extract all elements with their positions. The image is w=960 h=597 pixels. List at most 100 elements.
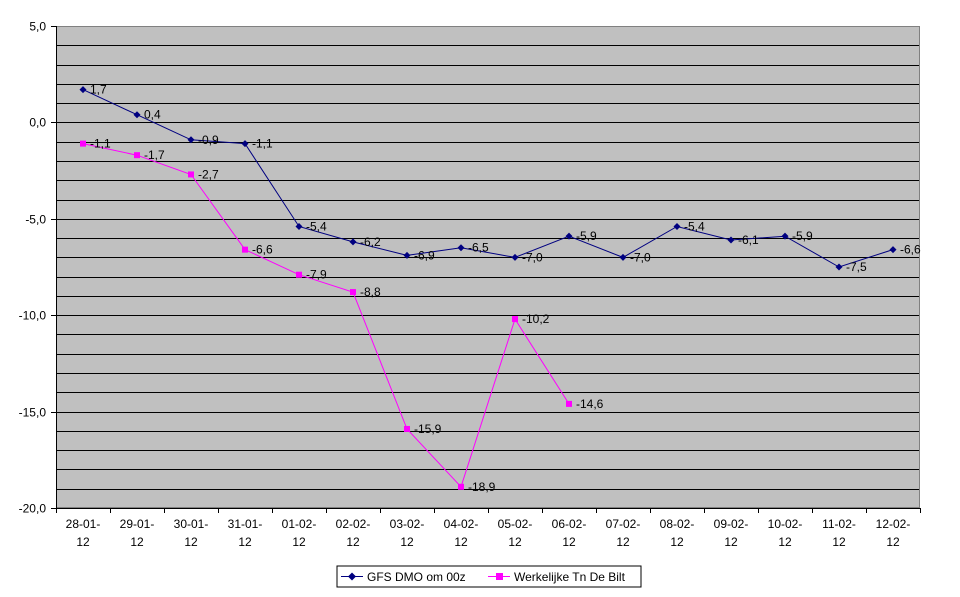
x-axis: 28-01- 12 29-01- 12 30-01- 12 31-01- 12 01-02- 12… <box>56 508 921 549</box>
x-tick-label-year: 12 <box>724 535 738 549</box>
x-tick-label-year: 12 <box>346 535 360 549</box>
data-label: -5,9 <box>792 229 813 243</box>
plot-area <box>56 26 920 509</box>
data-label: -7,0 <box>522 250 543 264</box>
data-point <box>403 251 411 259</box>
data-point <box>188 171 194 178</box>
x-tick-label-year: 12 <box>238 535 252 549</box>
data-label: -1,1 <box>252 137 273 151</box>
data-label: -15,9 <box>414 422 442 436</box>
y-tick-label: 0,0 <box>29 116 46 130</box>
x-tick-label: 31-01- <box>228 517 263 531</box>
data-point <box>565 232 573 240</box>
x-tick-label: 03-02- <box>390 517 425 531</box>
data-label: -8,8 <box>360 285 381 299</box>
x-tick-label-year: 12 <box>454 535 468 549</box>
data-label: -5,4 <box>684 220 705 234</box>
x-tick-label: 28-01- <box>66 517 101 531</box>
data-label: -7,9 <box>306 268 327 282</box>
data-label: -5,4 <box>306 220 327 234</box>
x-tick-label-year: 12 <box>400 535 414 549</box>
x-tick-label: 02-02- <box>336 517 371 531</box>
data-point <box>619 253 627 261</box>
data-point <box>727 236 735 244</box>
x-tick-label-year: 12 <box>184 535 198 549</box>
data-label: -7,5 <box>846 260 867 274</box>
data-point <box>889 246 897 254</box>
series-line <box>82 89 894 268</box>
x-tick-label: 04-02- <box>444 517 479 531</box>
series-gfs-dmo: 1,7 0,4 -0,9 -1,1 -5,4 -6,2 -6,9 -6,5 -7,0 -5,9 -7… <box>79 83 921 274</box>
data-label: -6,6 <box>252 243 273 257</box>
x-tick-label-year: 12 <box>778 535 792 549</box>
data-point <box>241 140 249 148</box>
y-tick-label: -20,0 <box>19 502 47 516</box>
x-tick-label: 06-02- <box>552 517 587 531</box>
y-tick-label: -15,0 <box>19 406 47 420</box>
x-tick-label-year: 12 <box>616 535 630 549</box>
data-label: -6,9 <box>414 248 435 262</box>
data-label: 1,7 <box>90 83 107 97</box>
series-line <box>82 143 570 488</box>
x-tick-label: 09-02- <box>714 517 749 531</box>
data-label: -2,7 <box>198 167 219 181</box>
data-label: -10,2 <box>522 312 550 326</box>
data-point <box>80 140 86 147</box>
legend-marker-werkelijke <box>496 573 503 580</box>
data-label: -1,7 <box>144 148 165 162</box>
data-label: -5,9 <box>576 229 597 243</box>
data-point <box>133 111 141 119</box>
data-label: -6,1 <box>738 233 759 247</box>
legend-label-gfs: GFS DMO om 00z <box>367 570 466 584</box>
x-tick-label: 30-01- <box>174 517 209 531</box>
data-point <box>187 136 195 144</box>
y-tick-label: 5,0 <box>29 20 46 34</box>
data-label: -1,1 <box>90 137 111 151</box>
x-tick-label-year: 12 <box>292 535 306 549</box>
x-tick-label-year: 12 <box>76 535 90 549</box>
x-tick-label: 01-02- <box>282 517 317 531</box>
x-tick-label-year: 12 <box>130 535 144 549</box>
data-label: -14,6 <box>576 397 604 411</box>
data-point <box>350 289 356 296</box>
x-tick-label-year: 12 <box>832 535 846 549</box>
data-label: 0,4 <box>144 108 161 122</box>
x-tick-label-year: 12 <box>562 535 576 549</box>
legend-label-werkelijke: Werkelijke Tn De Bilt <box>514 570 626 584</box>
data-point <box>458 483 464 490</box>
data-point <box>781 232 789 240</box>
data-point <box>349 238 357 246</box>
data-point <box>134 152 140 159</box>
x-tick-label: 05-02- <box>498 517 533 531</box>
x-tick-label: 08-02- <box>660 517 695 531</box>
x-tick-label: 29-01- <box>120 517 155 531</box>
y-axis: 5,0 0,0 -5,0 -10,0 -15,0 -20,0 <box>19 20 57 516</box>
x-tick-label: 12-02- <box>876 517 911 531</box>
data-point <box>511 253 519 261</box>
data-point <box>457 244 465 252</box>
data-label: -0,9 <box>198 133 219 147</box>
data-label: -18,9 <box>468 480 496 494</box>
y-tick-label: -10,0 <box>19 309 47 323</box>
x-tick-label: 10-02- <box>768 517 803 531</box>
data-point <box>835 263 843 271</box>
data-label: -6,5 <box>468 241 489 255</box>
data-label: -6,2 <box>360 235 381 249</box>
data-point <box>296 271 302 278</box>
x-tick-label: 11-02- <box>822 517 856 531</box>
data-point <box>79 86 87 94</box>
data-label: -7,0 <box>630 250 651 264</box>
legend: GFS DMO om 00z Werkelijke Tn De Bilt <box>336 565 642 588</box>
x-tick-label-year: 12 <box>508 535 522 549</box>
data-point <box>566 400 572 407</box>
x-tick-label: 07-02- <box>606 517 641 531</box>
series-werkelijke-tn: -1,1 -1,7 -2,7 -6,6 -7,9 -8,8 -15,9 -18,9 -10,2 -… <box>80 137 604 494</box>
data-point <box>404 425 410 432</box>
data-point <box>512 316 518 323</box>
data-label: -6,6 <box>900 243 921 257</box>
series-layer: 1,7 0,4 -0,9 -1,1 -5,4 -6,2 -6,9 -6,5 -7,0 -5,9 -7… <box>79 83 921 494</box>
legend-marker-gfs <box>348 572 356 581</box>
data-point <box>242 246 248 253</box>
x-tick-label-year: 12 <box>670 535 684 549</box>
